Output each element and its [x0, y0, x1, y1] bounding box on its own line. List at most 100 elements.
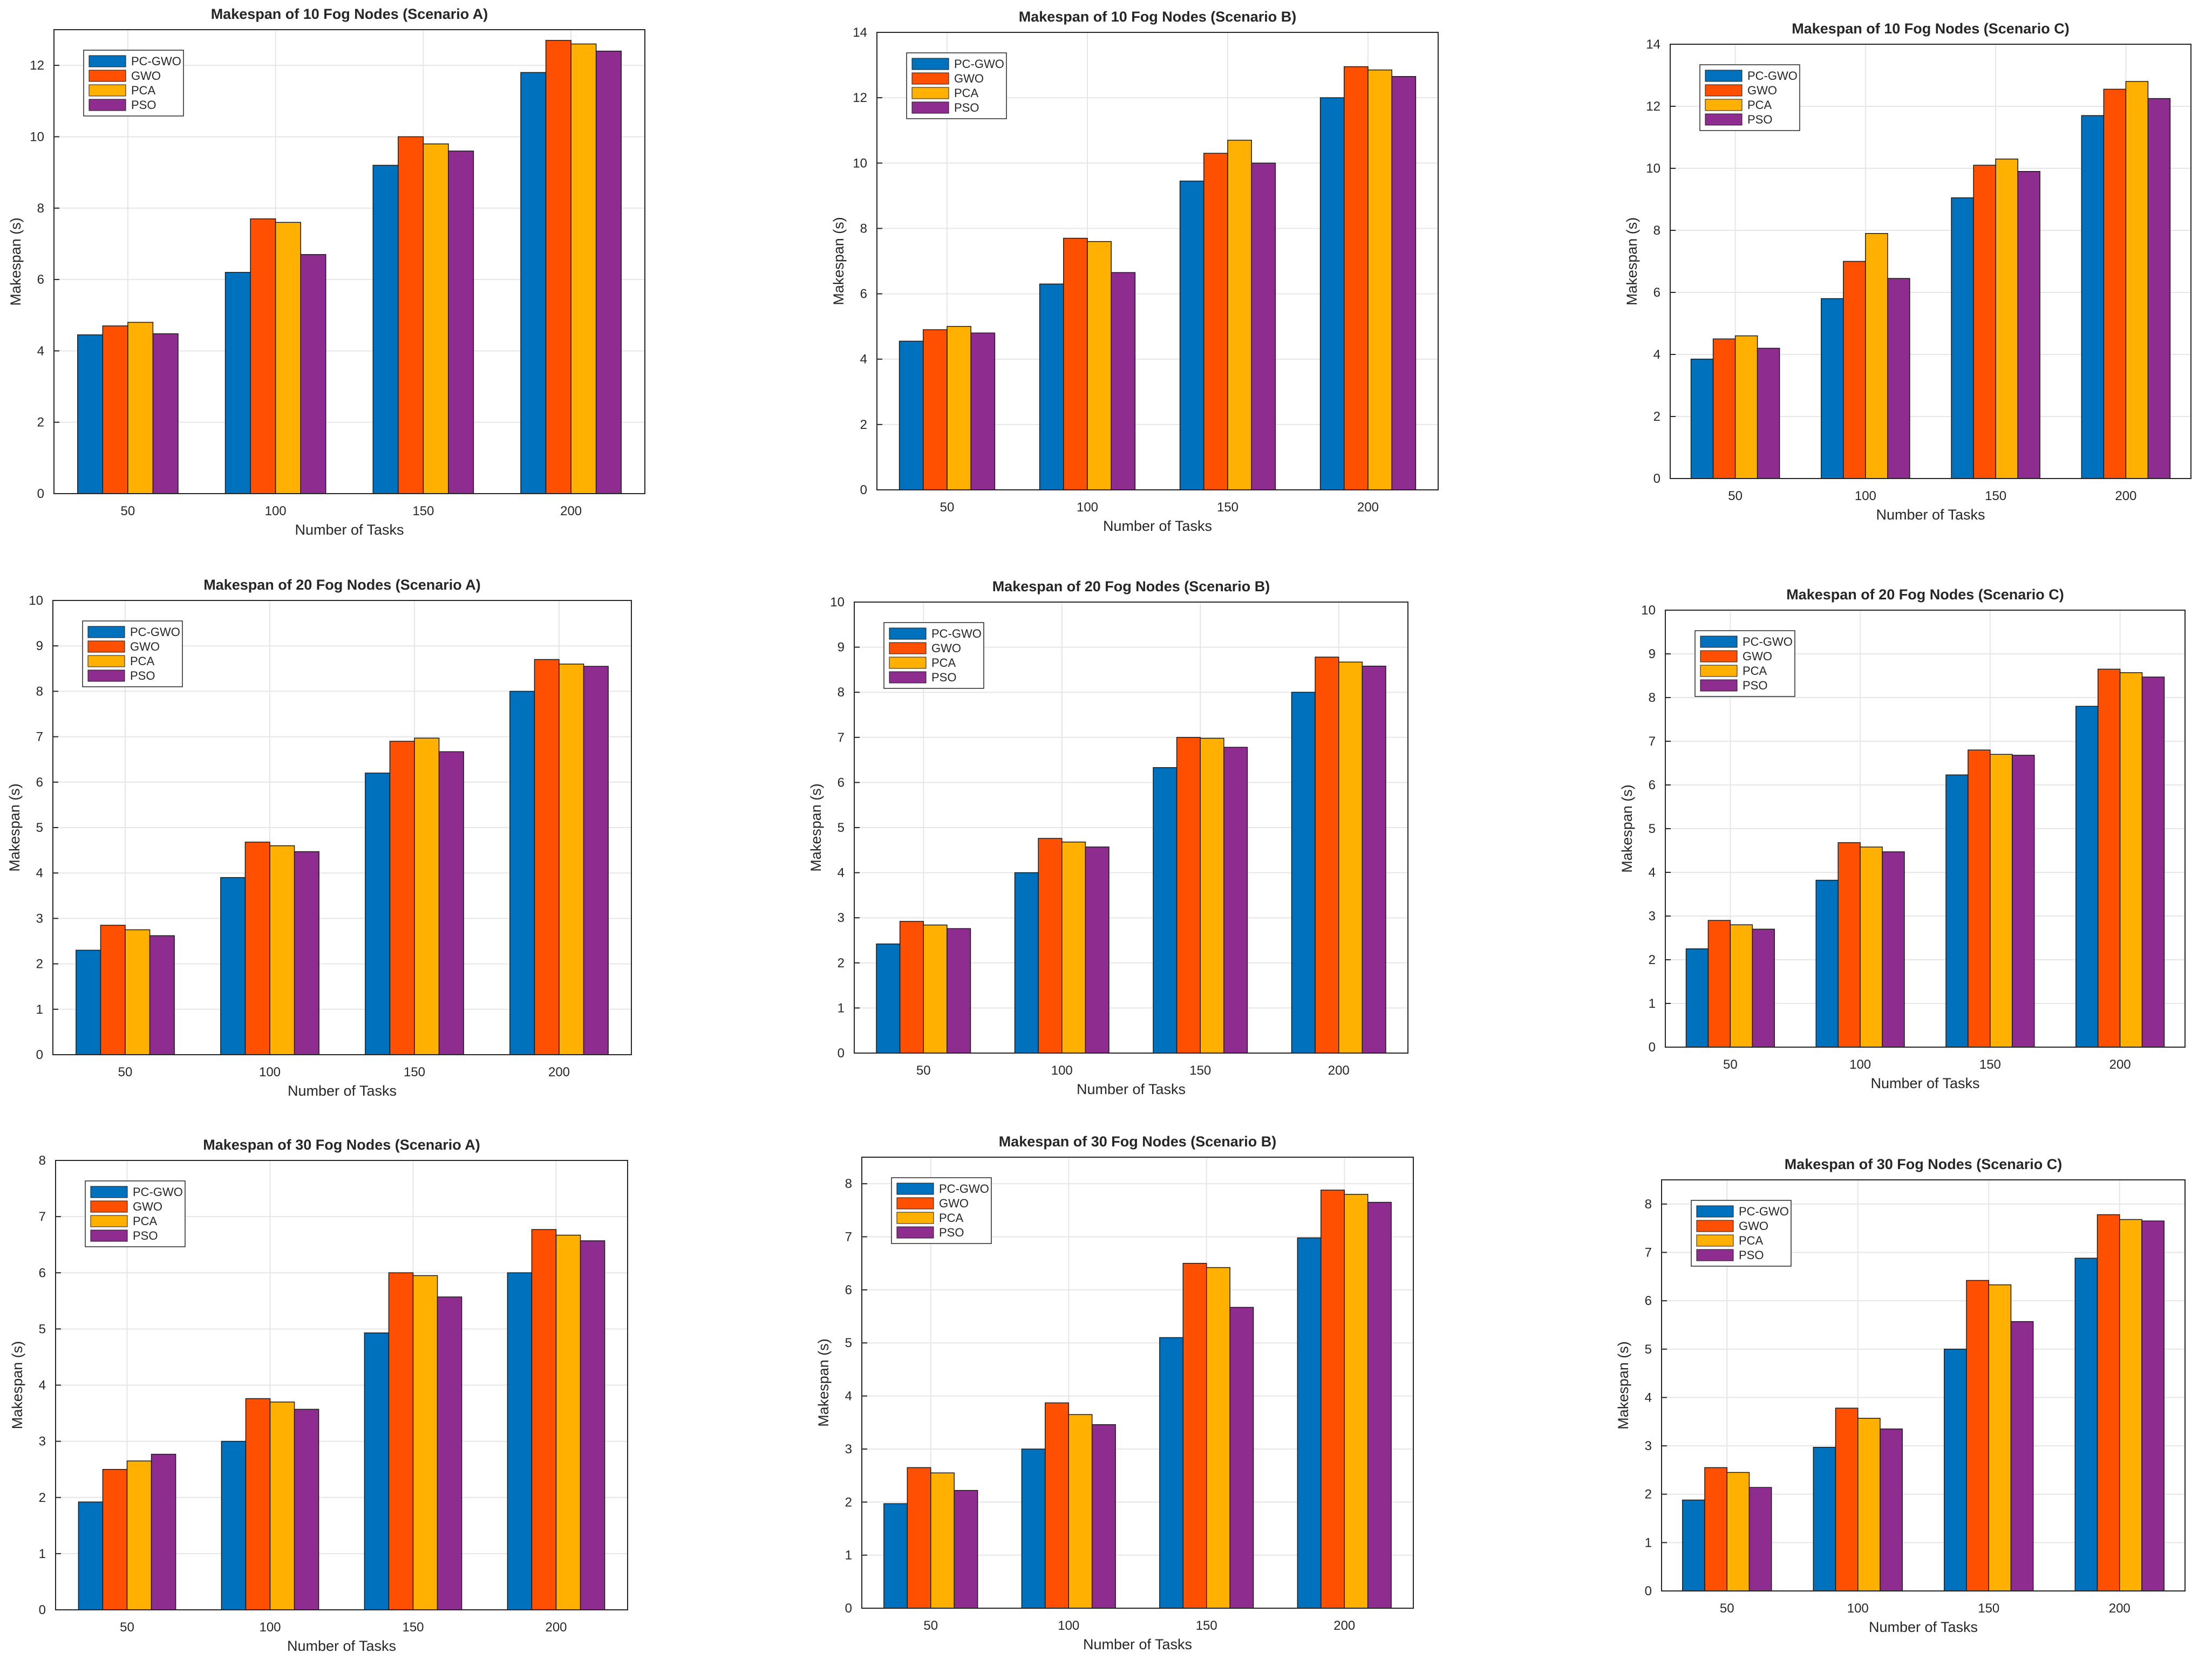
- y-tick-label: 10: [1641, 603, 1656, 618]
- x-tick-label: 50: [916, 1063, 931, 1078]
- bar-pc-gwo-200: [2075, 706, 2099, 1048]
- legend-swatch: [1705, 84, 1743, 97]
- legend-label: PC-GWO: [1747, 69, 1798, 83]
- y-tick-label: 3: [36, 911, 43, 926]
- legend-label: PCA: [130, 654, 155, 668]
- y-tick-label: 4: [39, 1378, 46, 1393]
- bar-pca-150: [1990, 754, 2013, 1048]
- legend-label: PSO: [954, 101, 979, 114]
- bar-pca-50: [1730, 924, 1753, 1048]
- bar-pc-gwo-200: [1319, 97, 1345, 490]
- bar-pso-100: [1091, 1424, 1116, 1609]
- legend-label: GWO: [131, 69, 161, 83]
- bar-pc-gwo-200: [1291, 692, 1316, 1054]
- axes-frame: [861, 1157, 1414, 1609]
- bar-gwo-100: [1835, 1408, 1859, 1591]
- bar-gwo-150: [1973, 165, 1996, 479]
- chart-title: Makespan of 20 Fog Nodes (Scenario A): [203, 577, 481, 593]
- chart-8: 0 1 2 3 4 5 6 7 8 50 100 150 200 Makespan of 30 Fog N…: [815, 1133, 1414, 1652]
- bar-pca-50: [125, 929, 151, 1055]
- legend-label: PC-GWO: [131, 54, 181, 68]
- y-tick-label: 2: [1649, 953, 1656, 967]
- chart-7: 0 1 2 3 4 5 6 7 8 50 100 150 200 Makespan of 30 Fog N…: [9, 1137, 628, 1654]
- legend-swatch: [889, 671, 927, 684]
- y-tick-label: 0: [1653, 472, 1660, 486]
- bar-gwo-200: [2097, 668, 2121, 1048]
- chart-title: Makespan of 20 Fog Nodes (Scenario C): [1786, 586, 2064, 603]
- x-tick-label: 100: [265, 504, 287, 518]
- legend-label: GWO: [954, 72, 984, 85]
- y-tick-label: 1: [36, 1002, 43, 1017]
- bar-pca-50: [1726, 1472, 1750, 1591]
- legend-swatch: [889, 657, 927, 669]
- x-tick-label: 150: [1217, 500, 1238, 515]
- bar-pso-100: [1887, 278, 1910, 479]
- y-tick-label: 12: [853, 91, 867, 105]
- bar-pca-200: [570, 43, 597, 494]
- bar-pca-200: [1344, 1194, 1369, 1609]
- legend-swatch: [911, 58, 949, 70]
- y-tick-label: 12: [1646, 99, 1660, 114]
- bar-pc-gwo-150: [1159, 1337, 1184, 1609]
- bar-gwo-100: [1038, 838, 1063, 1054]
- x-tick-label: 50: [940, 500, 955, 515]
- y-tick-label: 7: [1649, 734, 1656, 749]
- x-tick-label: 100: [1058, 1618, 1079, 1633]
- legend-swatch: [1705, 99, 1743, 111]
- x-tick-label: 50: [1720, 1601, 1734, 1616]
- legend-label: GWO: [133, 1200, 162, 1213]
- bar-pc-gwo-50: [876, 943, 901, 1054]
- bar-pca-100: [1061, 842, 1086, 1054]
- axes-frame: [52, 600, 632, 1055]
- bar-pc-gwo-200: [509, 691, 535, 1055]
- chart-4: 0 1 2 3 4 5 6 7 8 9 10 50 100 150 200 Makespan of 20 Fo…: [6, 577, 632, 1099]
- legend-label: GWO: [939, 1197, 969, 1210]
- axes-frame: [1661, 1179, 2186, 1591]
- legend-label: PCA: [1747, 98, 1772, 112]
- y-tick-label: 0: [36, 1048, 43, 1062]
- chart-5: 0 1 2 3 4 5 6 7 8 9 10 50 100 150 200 Makespan of 20 Fo…: [808, 578, 1408, 1097]
- legend-swatch: [90, 1229, 128, 1242]
- x-tick-label: 200: [1328, 1063, 1350, 1078]
- y-tick-label: 0: [37, 487, 44, 501]
- y-tick-label: 7: [36, 730, 43, 744]
- legend-swatch: [911, 87, 949, 99]
- bar-pc-gwo-200: [507, 1272, 533, 1610]
- legend-swatch: [87, 626, 125, 638]
- bar-pc-gwo-150: [1153, 767, 1178, 1054]
- bar-pc-gwo-50: [1690, 358, 1714, 479]
- legend-swatch: [1700, 636, 1738, 648]
- bar-gwo-50: [102, 325, 128, 494]
- y-tick-label: 0: [845, 1601, 852, 1616]
- bar-pc-gwo-50: [899, 340, 924, 490]
- legend-swatch: [90, 1186, 128, 1198]
- x-tick-label: 200: [2109, 1601, 2131, 1616]
- legend-swatch: [87, 655, 125, 667]
- bar-gwo-150: [1176, 737, 1201, 1054]
- x-tick-label: 100: [1051, 1063, 1073, 1078]
- legend-swatch: [90, 1200, 128, 1213]
- bar-pc-gwo-200: [2074, 1258, 2098, 1591]
- y-tick-label: 2: [1645, 1487, 1652, 1502]
- bar-pso-50: [152, 333, 179, 494]
- y-tick-label: 3: [838, 911, 845, 925]
- y-tick-label: 8: [860, 221, 867, 236]
- x-tick-label: 100: [1077, 500, 1098, 515]
- legend-swatch: [1700, 665, 1738, 677]
- x-tick-label: 200: [2109, 1057, 2131, 1072]
- legend-swatch: [889, 627, 927, 640]
- bar-pc-gwo-200: [1297, 1237, 1322, 1609]
- x-axis-label: Number of Tasks: [1869, 1619, 1978, 1635]
- y-tick-label: 9: [838, 640, 845, 655]
- bar-pso-150: [1223, 747, 1248, 1054]
- legend-swatch: [1696, 1249, 1734, 1261]
- y-tick-label: 4: [838, 866, 845, 880]
- legend-label: GWO: [931, 641, 961, 655]
- bar-pso-100: [294, 1409, 319, 1610]
- bar-pca-150: [1995, 159, 2018, 479]
- legend-swatch: [89, 99, 126, 111]
